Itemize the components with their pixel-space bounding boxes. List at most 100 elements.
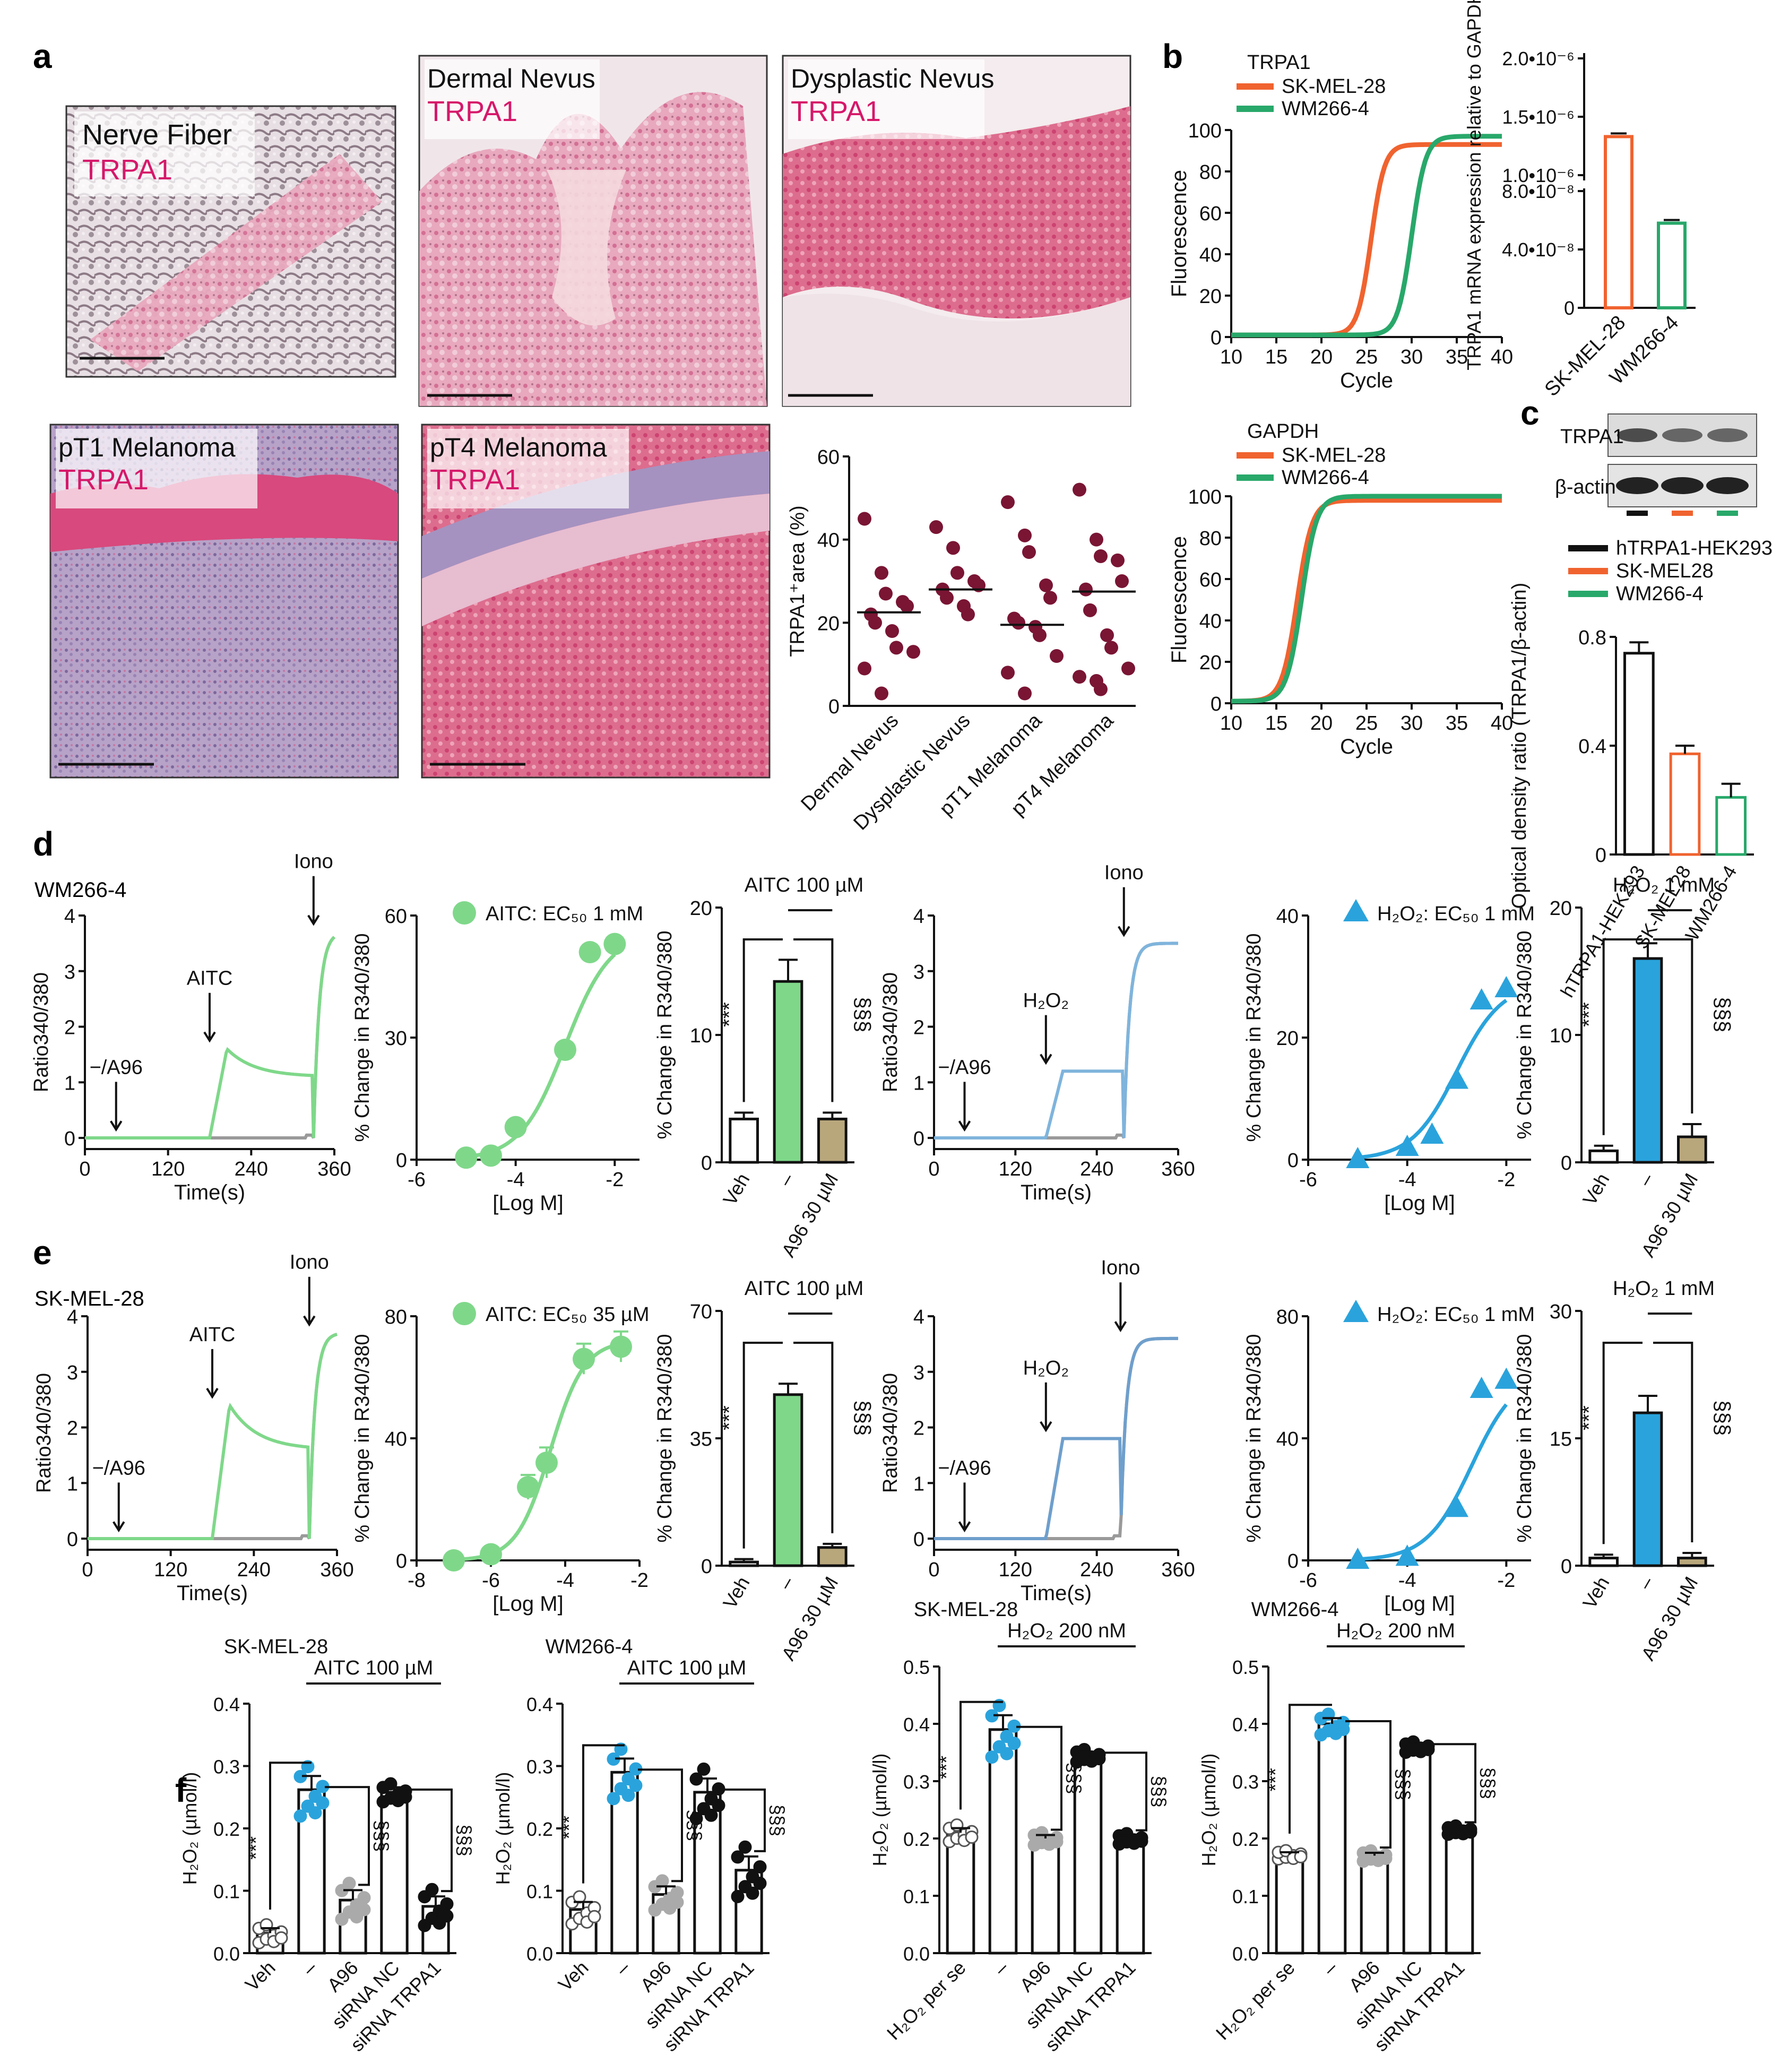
y-tick-label: 60 <box>1199 569 1222 591</box>
significance-label: *** <box>718 1002 741 1027</box>
y-tick-label: 0 <box>396 1550 407 1573</box>
y-tick-label: 0 <box>701 1556 712 1578</box>
bar <box>1677 1557 1707 1567</box>
cell-line-label: WM266-4 <box>546 1636 633 1658</box>
x-tick-label: -4 <box>1398 1169 1416 1191</box>
y-tick-label: 1 <box>913 1072 924 1094</box>
sig-bracket <box>1016 1725 1062 1831</box>
chart-f-sk-h2o2: 0.0 0.1 0.2 0.3 0.4 0.5 H₂O₂ (µmol/l) SK-MEL-28… <box>869 1599 1170 2056</box>
sig-bracket <box>1430 1743 1476 1824</box>
x-tick-label: 40 <box>1491 712 1513 735</box>
x-tick-label: Veh <box>1578 1573 1614 1612</box>
y-tick-label: 0 <box>64 1128 75 1150</box>
x-tick-label: – <box>611 1957 634 1980</box>
data-point <box>1073 670 1086 684</box>
micrograph-pt4-melanoma: pT4 Melanoma TRPA1 <box>421 424 771 779</box>
data-point <box>1121 661 1135 676</box>
y-tick-label: 80 <box>1276 1306 1299 1328</box>
x-tick-label: 360 <box>1161 1158 1195 1180</box>
data-point <box>316 1796 330 1810</box>
y-tick-label: 0.1 <box>213 1881 240 1903</box>
y-tick-label: 40 <box>385 1428 407 1451</box>
y-tick-label: 20 <box>1199 652 1222 674</box>
y-tick-label: 0 <box>1595 844 1606 867</box>
y-tick-label: 0 <box>1287 1550 1299 1573</box>
x-tick-label: – <box>990 1957 1013 1980</box>
data-point <box>1073 482 1086 497</box>
arrow-head <box>1040 1054 1052 1065</box>
micrograph-stain: TRPA1 <box>58 464 149 496</box>
x-tick-label: 40 <box>1491 346 1513 368</box>
treatment-label: H₂O₂ 200 nM <box>1007 1620 1126 1642</box>
y-tick-label: 1.0•10⁻⁶ <box>1502 165 1575 186</box>
data-point <box>889 641 903 655</box>
bar <box>1588 1149 1619 1164</box>
sig-bracket <box>1602 938 1643 1135</box>
annotation-label: AITC <box>187 968 233 990</box>
data-point <box>1018 686 1032 701</box>
chart-d-trace-h2o2: 0 1 2 3 4 0 120 240 360 Time(s) Ratio340/380 −/A96 H… <box>879 862 1195 1204</box>
trace-stimulated <box>934 942 1178 1139</box>
data-point <box>440 1909 454 1923</box>
y-tick-label: 0.0 <box>1232 1943 1259 1965</box>
y-tick-label: 0.1 <box>903 1886 930 1907</box>
data-point <box>906 645 920 659</box>
annotation-label: Iono <box>294 851 333 873</box>
significance-label: §§§ <box>684 1809 706 1841</box>
series-line <box>1231 142 1502 338</box>
y-tick-label: 0.4 <box>526 1694 553 1715</box>
y-axis-label: H₂O₂ (µmol/l) <box>1198 1754 1220 1867</box>
trace-stimulated <box>934 1336 1178 1540</box>
y-tick-label: 0 <box>67 1529 78 1551</box>
chart-b-trpa1-amplification: 0 20 40 60 80 100 10 15 20 25 30 35 40 Cycle Fluoresce… <box>1168 51 1513 392</box>
legend-marker <box>453 1302 476 1325</box>
y-tick-label: 20 <box>1550 897 1572 920</box>
data-point <box>1043 591 1057 605</box>
bar <box>817 1117 848 1164</box>
x-tick-label: 360 <box>1161 1559 1195 1581</box>
arrow-head <box>1114 1321 1127 1332</box>
arrow-head <box>113 1521 125 1533</box>
y-tick-label: 3 <box>913 1362 924 1384</box>
blot-band <box>1616 477 1658 494</box>
x-tick-label: H₂O₂ per se <box>1212 1957 1299 2044</box>
series-line <box>1231 494 1502 704</box>
x-tick-label: -8 <box>408 1569 426 1592</box>
bar <box>380 1791 409 1955</box>
treatment-label: AITC 100 µM <box>314 1657 434 1679</box>
y-tick-label: 80 <box>1199 528 1222 550</box>
annotation-label: H₂O₂ <box>1023 1357 1069 1379</box>
y-tick-label: 1 <box>67 1473 78 1495</box>
x-tick-label: -4 <box>556 1569 574 1592</box>
legend-label: SK-MEL-28 <box>1282 75 1386 98</box>
y-tick-label: 0.2 <box>903 1828 930 1850</box>
bar <box>1360 1854 1389 1955</box>
data-point <box>731 1889 745 1903</box>
x-tick-label: H₂O₂ per se <box>883 1957 970 2044</box>
data-point <box>1092 1752 1106 1766</box>
data-point <box>504 1116 527 1138</box>
data-point <box>399 1790 412 1804</box>
y-axis-label: Ratio340/380 <box>30 972 53 1092</box>
sig-bracket <box>793 938 834 1102</box>
bar <box>1588 1557 1619 1567</box>
x-tick-label: 30 <box>1401 346 1423 368</box>
data-point <box>455 1146 478 1169</box>
y-tick-label: 40 <box>1276 905 1299 928</box>
y-tick-label: 0 <box>1564 297 1575 319</box>
y-tick-label: 20 <box>1199 286 1222 308</box>
significance-label: §§§ <box>1710 997 1734 1032</box>
y-tick-label: 20 <box>1276 1028 1299 1050</box>
sig-bracket <box>960 1700 1003 1810</box>
y-tick-label: 30 <box>385 1028 407 1050</box>
y-tick-label: 60 <box>1199 203 1222 225</box>
data-point <box>1420 1123 1444 1144</box>
data-point <box>1001 666 1015 680</box>
bar <box>729 1117 759 1164</box>
bar <box>1275 1853 1304 1955</box>
arrow-head <box>958 1521 971 1533</box>
annotation-label: Iono <box>1101 1257 1140 1279</box>
arrow-head <box>206 1387 219 1399</box>
data-point <box>929 520 943 534</box>
